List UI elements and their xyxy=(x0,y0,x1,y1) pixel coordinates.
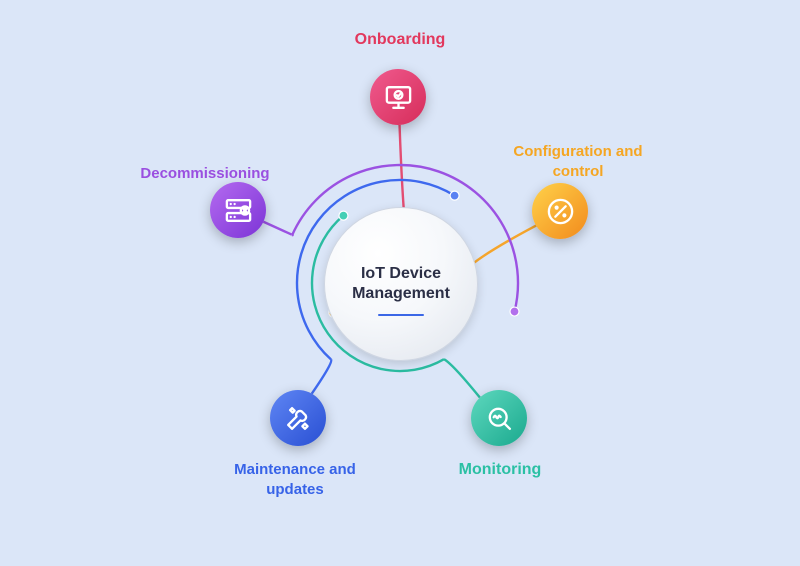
node-maintenance xyxy=(270,390,326,446)
sliders-icon xyxy=(545,196,576,227)
diagram-canvas: IoT Device Management Onboarding Configur… xyxy=(0,0,800,566)
monitor-search-icon xyxy=(484,403,515,434)
node-onboarding xyxy=(370,69,426,125)
label-maintenance: Maintenance and updates xyxy=(190,460,400,499)
node-monitoring xyxy=(471,390,527,446)
label-decommissioning: Decommissioning xyxy=(105,164,305,184)
label-monitoring: Monitoring xyxy=(410,460,590,481)
monitor-check-icon xyxy=(383,82,414,113)
center-hub: IoT Device Management xyxy=(324,207,478,361)
label-onboarding: Onboarding xyxy=(300,30,500,51)
tools-icon xyxy=(283,403,314,434)
node-decommissioning xyxy=(210,182,266,238)
label-configuration: Configuration and control xyxy=(473,142,683,181)
node-configuration xyxy=(532,183,588,239)
server-x-icon xyxy=(223,195,254,226)
center-title: IoT Device Management xyxy=(352,264,450,304)
center-underline xyxy=(378,314,424,316)
